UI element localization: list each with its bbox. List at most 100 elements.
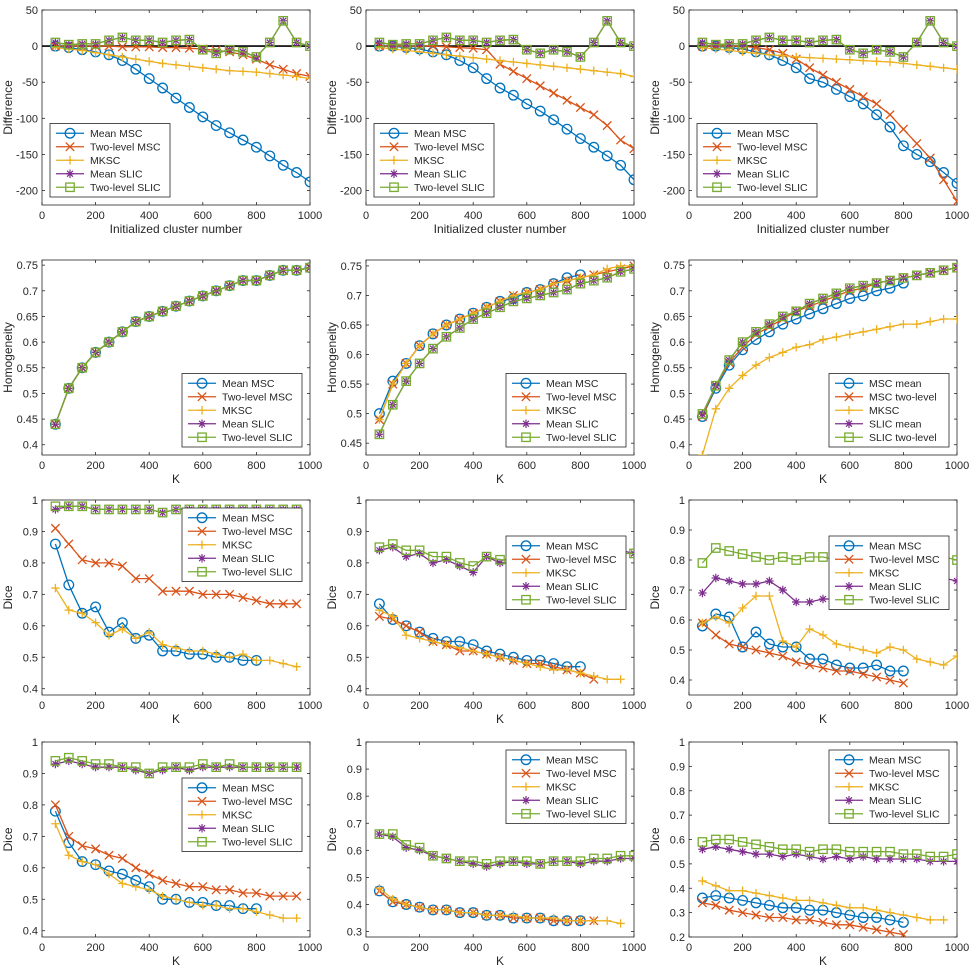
data-point — [871, 278, 882, 288]
data-point — [171, 762, 181, 773]
data-point — [184, 43, 195, 53]
data-point — [455, 52, 464, 61]
series-line — [702, 595, 957, 666]
data-point — [589, 110, 599, 120]
data-point — [414, 340, 426, 352]
data-point — [482, 54, 491, 64]
data-point — [238, 47, 248, 57]
y-tick-label: 0.6 — [670, 835, 685, 847]
data-point — [911, 849, 922, 859]
x-tick-label: 600 — [518, 460, 536, 472]
chart-panel-5: 0 200 400 600 800 1000 0.45 0.5 0.55 0.6 0.65 0.7 0.… — [325, 259, 646, 486]
data-point — [211, 48, 222, 59]
y-tick-label: 0.75 — [341, 261, 362, 273]
legend-label: MKSC — [869, 405, 900, 417]
x-tick-label: 400 — [787, 210, 805, 222]
data-point — [926, 62, 935, 71]
data-point — [522, 659, 531, 668]
data-point — [481, 37, 492, 48]
data-point — [562, 665, 572, 675]
chart-panel-7: 0 200 400 600 800 1000 0.4 0.5 0.6 0.7 0.8 0.9 1 K Dic… — [1, 495, 322, 726]
data-point — [629, 144, 634, 154]
data-point — [804, 298, 815, 309]
data-point — [183, 102, 195, 113]
data-point — [104, 759, 114, 769]
data-point — [912, 319, 921, 329]
x-tick-label: 0 — [686, 460, 692, 472]
data-point — [711, 630, 721, 640]
data-point — [521, 856, 532, 867]
data-point — [414, 358, 425, 369]
y-tick-label: 0.6 — [347, 621, 362, 633]
data-point — [885, 322, 895, 331]
data-point — [468, 314, 479, 324]
data-point — [885, 275, 895, 286]
data-point — [144, 311, 155, 322]
data-point — [104, 869, 114, 879]
data-point — [885, 642, 895, 652]
data-point — [777, 35, 788, 46]
data-point — [871, 925, 882, 935]
data-point — [710, 39, 721, 50]
data-point — [857, 98, 869, 110]
y-tick-label: 1 — [32, 737, 38, 749]
data-point — [750, 626, 762, 638]
data-point — [171, 586, 181, 596]
data-point — [508, 856, 519, 867]
data-point — [469, 53, 478, 62]
data-point — [724, 905, 734, 915]
data-point — [495, 653, 505, 662]
x-axis-label: Initialized cluster number — [434, 222, 567, 236]
data-point — [264, 150, 276, 162]
data-point — [845, 55, 854, 65]
data-point — [64, 605, 73, 615]
y-tick-label: 0.6 — [23, 863, 38, 875]
y-tick-label: -100 — [663, 113, 685, 125]
x-tick-label: 0 — [39, 210, 45, 222]
data-point — [375, 430, 384, 439]
y-tick-label: 0.6 — [347, 845, 362, 857]
data-point — [951, 177, 957, 189]
data-point — [871, 109, 883, 121]
data-point — [402, 900, 411, 909]
data-point — [830, 83, 842, 95]
series-two-level-slic — [697, 15, 957, 62]
data-point — [468, 43, 478, 53]
legend-marker — [521, 808, 531, 819]
y-tick-label: 0.8 — [347, 558, 362, 570]
y-tick-label: 1 — [679, 737, 685, 749]
data-point — [884, 665, 896, 677]
data-point — [454, 558, 465, 568]
data-point — [145, 57, 154, 66]
y-tick-label: 0.5 — [670, 645, 685, 657]
data-point — [454, 323, 465, 333]
data-point — [629, 548, 634, 559]
data-point — [414, 842, 425, 853]
plot-area — [42, 15, 310, 188]
data-point — [292, 662, 301, 671]
data-point — [118, 624, 127, 634]
data-point — [265, 910, 274, 920]
data-point — [697, 837, 708, 847]
data-point — [481, 859, 492, 869]
data-point — [885, 110, 895, 120]
x-tick-label: 600 — [518, 700, 536, 712]
data-point — [738, 47, 747, 57]
data-point — [791, 555, 802, 565]
plot-area — [49, 752, 302, 923]
data-point — [442, 320, 451, 330]
y-tick-label: 0 — [32, 41, 38, 53]
series-line — [379, 45, 634, 181]
series-line — [701, 613, 904, 672]
data-point — [791, 35, 802, 46]
data-point — [548, 88, 559, 98]
x-tick-label: 800 — [894, 460, 912, 472]
data-point — [897, 140, 909, 152]
x-axis-label: K — [172, 712, 180, 726]
data-point — [844, 662, 856, 674]
legend-marker — [65, 156, 75, 165]
data-point — [522, 73, 532, 84]
